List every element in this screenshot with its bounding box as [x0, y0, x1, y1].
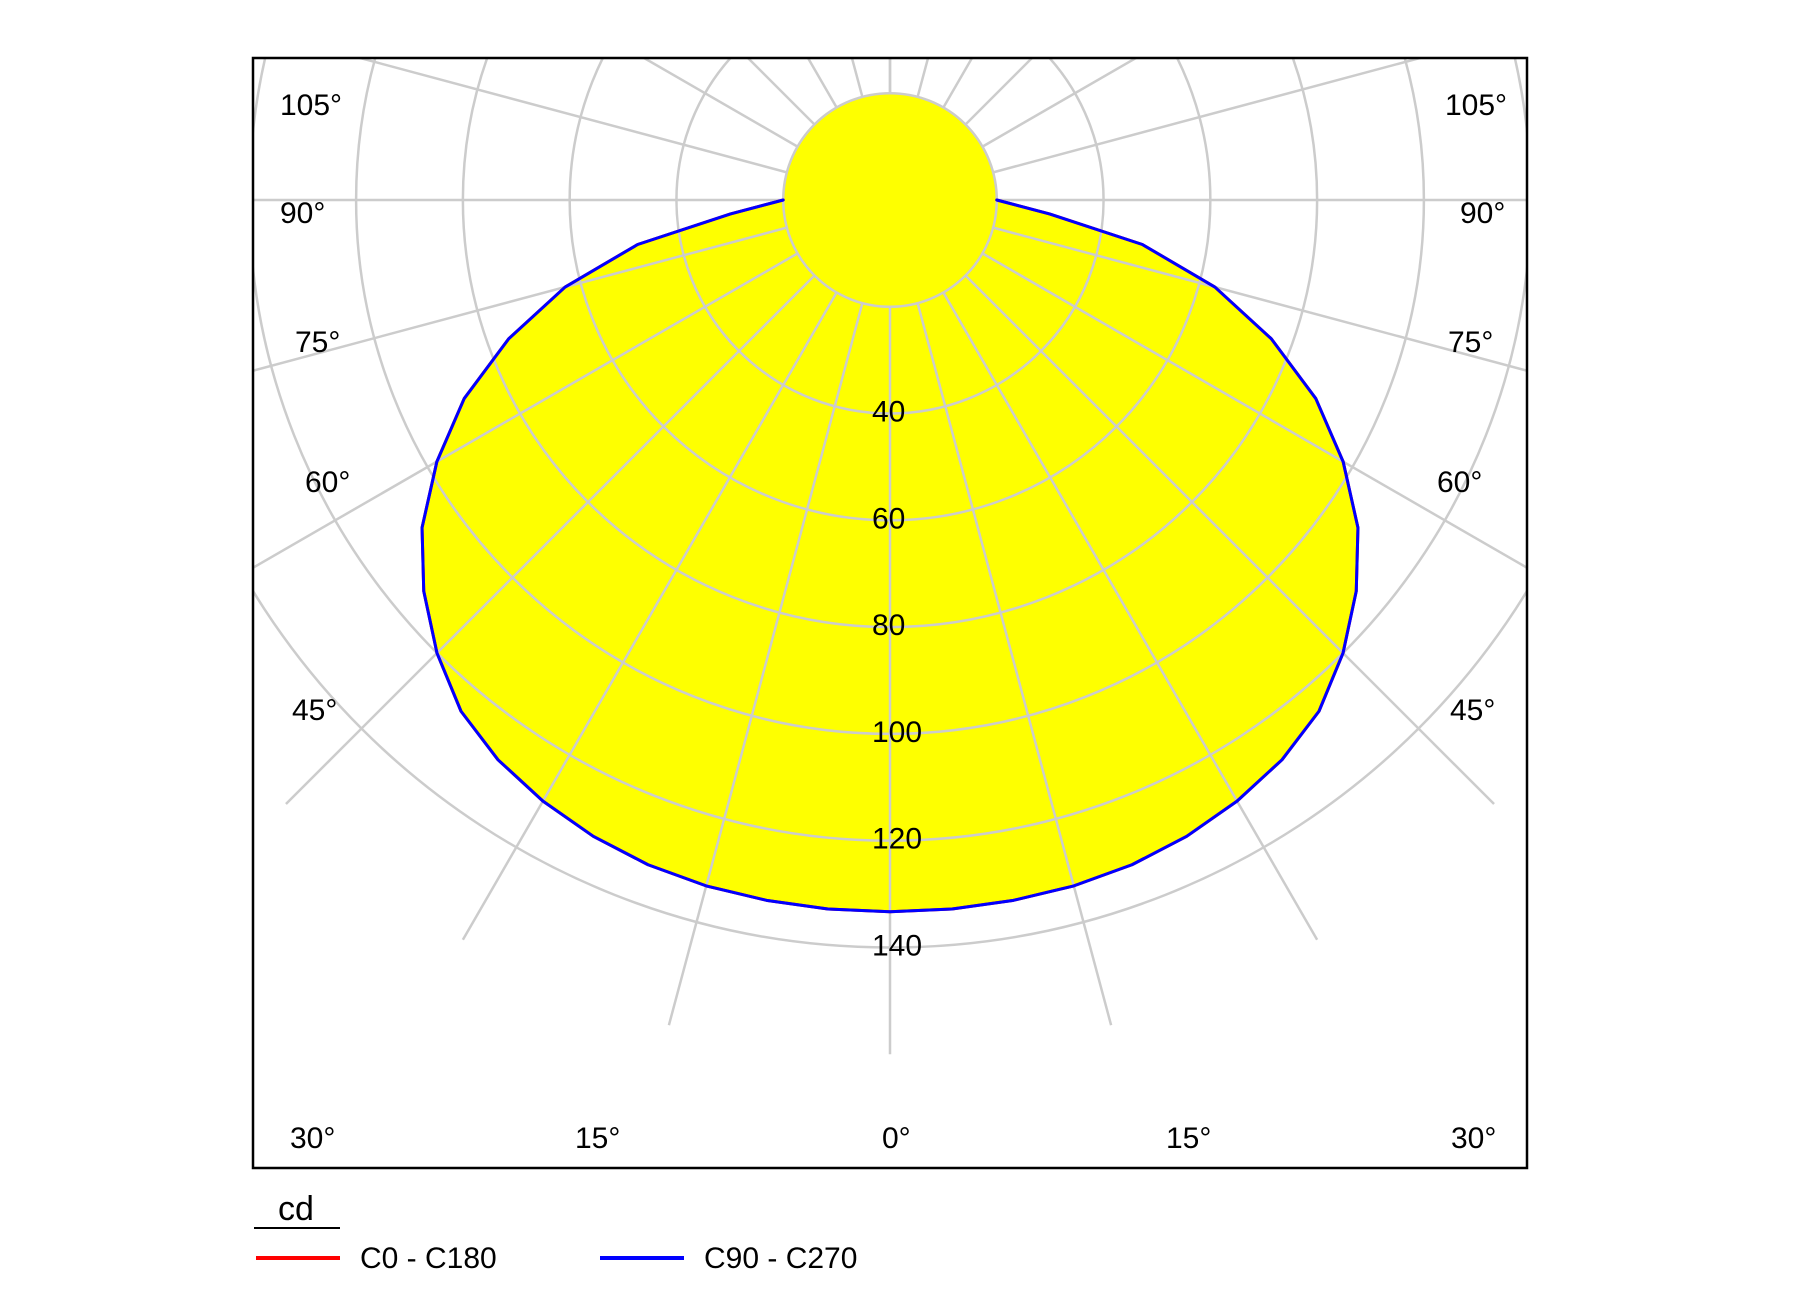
polar-chart-svg: 40 60 80 100 120 140 105° 90° 75° 60° 45° 30° 15° 0° 1… — [0, 0, 1794, 1300]
radial-tick-label: 100 — [872, 716, 922, 749]
angle-label: 105° — [280, 89, 342, 122]
angle-label: 90° — [1460, 197, 1505, 230]
angle-label: 0° — [882, 1122, 911, 1155]
radial-tick-label: 120 — [872, 823, 922, 856]
radial-tick-label: 80 — [872, 609, 905, 642]
legend-label: C0 - C180 — [360, 1242, 497, 1275]
angle-label: 45° — [1450, 694, 1495, 727]
radial-tick-label: 40 — [872, 396, 905, 429]
angle-label: 45° — [292, 694, 337, 727]
angle-label: 15° — [1166, 1122, 1211, 1155]
angle-label: 30° — [1451, 1122, 1496, 1155]
legend-unit: cd — [278, 1190, 314, 1228]
legend-label: C90 - C270 — [704, 1242, 857, 1275]
polar-chart-container: 40 60 80 100 120 140 105° 90° 75° 60° 45° 30° 15° 0° 1… — [0, 0, 1794, 1300]
angle-label: 60° — [1437, 466, 1482, 499]
angle-label: 30° — [290, 1122, 335, 1155]
radial-tick-label: 60 — [872, 502, 905, 535]
angle-label: 75° — [295, 326, 340, 359]
angle-label: 75° — [1448, 326, 1493, 359]
angle-label: 90° — [280, 197, 325, 230]
angle-label: 60° — [305, 466, 350, 499]
angle-label: 15° — [575, 1122, 620, 1155]
radial-tick-label: 140 — [872, 929, 922, 962]
angle-label: 105° — [1445, 89, 1507, 122]
